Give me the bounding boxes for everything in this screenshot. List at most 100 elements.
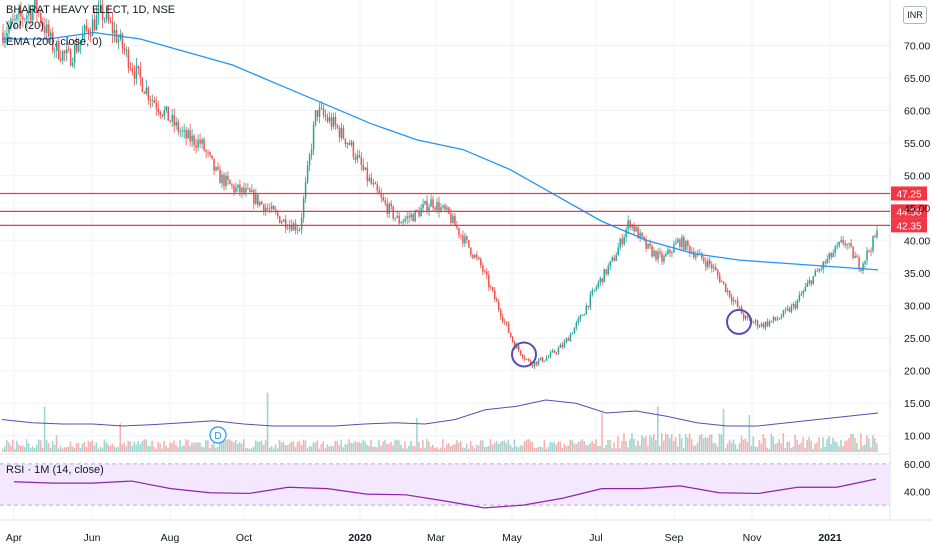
- volume-bar: [607, 440, 609, 452]
- volume-bar: [537, 446, 540, 452]
- candle-body: [553, 350, 556, 353]
- candle-body: [655, 250, 657, 260]
- volume-bar: [782, 433, 785, 452]
- candle-body: [167, 106, 169, 121]
- legend-volume: Vol (20): [6, 20, 44, 32]
- candle-body: [169, 120, 171, 122]
- volume-bar: [846, 440, 848, 452]
- candle-body: [430, 199, 432, 207]
- volume-bar: [29, 448, 32, 452]
- candle-body: [794, 304, 797, 309]
- candle-body: [458, 227, 460, 235]
- price-tick-label: 55.00: [904, 138, 930, 150]
- volume-bar: [157, 441, 159, 452]
- candle-body: [282, 219, 285, 222]
- volume-bar: [643, 437, 645, 452]
- currency-badge[interactable]: INR: [903, 6, 927, 24]
- level-label: 47.25: [896, 189, 921, 200]
- volume-bar: [197, 442, 199, 452]
- volume-bar: [792, 446, 794, 452]
- candle-body: [191, 135, 193, 142]
- volume-bar: [306, 448, 309, 452]
- candle-body: [609, 261, 611, 267]
- volume-bar: [868, 438, 870, 452]
- volume-bar: [710, 434, 713, 452]
- volume-bar: [533, 448, 536, 452]
- candle-body: [732, 300, 735, 302]
- volume-bar: [163, 440, 165, 452]
- candle-body: [306, 165, 309, 183]
- volume-bar: [181, 446, 183, 452]
- candle-body: [193, 135, 195, 146]
- volume-bar: [27, 443, 30, 452]
- volume-bar: [808, 436, 810, 452]
- volume-bar: [686, 437, 689, 452]
- candle-body: [127, 49, 130, 69]
- volume-bar: [866, 435, 868, 452]
- candle-body: [38, 12, 40, 13]
- candle-body: [73, 44, 76, 63]
- volume-bar: [455, 440, 458, 452]
- volume-bar: [177, 447, 179, 452]
- volume-bar: [551, 442, 554, 452]
- volume-bar: [312, 442, 315, 452]
- volume-bar: [215, 447, 217, 452]
- volume-bar: [39, 440, 42, 452]
- volume-bar: [346, 443, 349, 452]
- candle-body: [495, 299, 498, 302]
- candle-body: [695, 255, 697, 258]
- volume-bar: [63, 447, 66, 452]
- volume-bar: [597, 446, 599, 452]
- candle-body: [370, 177, 373, 184]
- candle-body: [16, 14, 18, 20]
- candle-body: [691, 251, 693, 253]
- volume-bar: [129, 441, 132, 452]
- volume-bar: [649, 435, 651, 452]
- volume-bar: [406, 448, 408, 452]
- volume-bar: [788, 441, 791, 452]
- candle-body: [55, 41, 58, 51]
- candle-body: [766, 321, 769, 326]
- volume-bar: [250, 447, 253, 452]
- candle-body: [77, 45, 80, 52]
- volume-bar: [732, 439, 735, 452]
- candle-body: [778, 318, 781, 320]
- volume-bar: [493, 442, 496, 452]
- candle-body: [474, 254, 476, 258]
- candle-body: [50, 32, 52, 37]
- time-tick-label: Aug: [161, 532, 180, 544]
- volume-bar: [328, 446, 331, 452]
- candle-body: [125, 49, 128, 51]
- candle-body: [111, 21, 114, 34]
- candle-body: [810, 280, 813, 285]
- candle-body: [677, 239, 679, 243]
- candle-body: [683, 237, 685, 250]
- candle-body: [484, 271, 486, 273]
- volume-bar: [611, 448, 613, 452]
- candle-body: [444, 205, 446, 210]
- volume-bar: [469, 441, 472, 452]
- candle-body: [356, 155, 359, 160]
- volume-bar: [668, 438, 671, 452]
- volume-bar: [842, 446, 844, 452]
- level-label-bg: [891, 204, 927, 219]
- candle-body: [569, 333, 572, 341]
- candle-body: [693, 251, 695, 258]
- volume-bar: [161, 448, 163, 452]
- volume-bar: [236, 443, 239, 452]
- volume-bar: [852, 433, 854, 452]
- candle-body: [838, 242, 840, 246]
- candle-body: [251, 190, 253, 192]
- candle-body: [392, 206, 394, 219]
- candle-body: [267, 207, 269, 209]
- volume-bar: [752, 436, 755, 452]
- volume-bar: [806, 439, 808, 452]
- volume-bar: [203, 447, 205, 452]
- candle-body: [523, 357, 526, 360]
- candle-body: [364, 167, 367, 170]
- volume-bar: [205, 439, 207, 452]
- volume-bar: [764, 438, 767, 452]
